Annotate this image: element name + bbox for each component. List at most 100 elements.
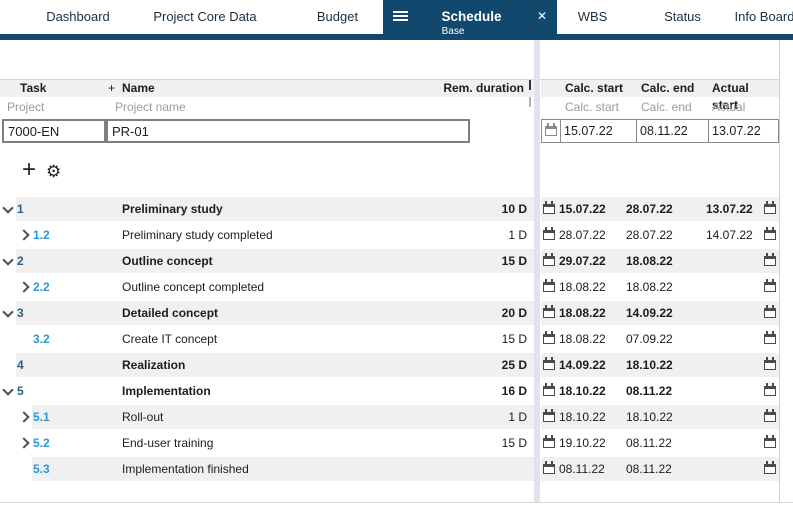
tab-status[interactable]: Status <box>664 9 701 24</box>
calendar-button[interactable] <box>764 305 779 318</box>
chevron-right-icon[interactable] <box>18 281 30 293</box>
column-header-name[interactable]: Name <box>122 81 155 95</box>
task-row-dates[interactable]: 14.09.22 18.10.22 <box>541 352 779 378</box>
task-row-dates[interactable]: 18.08.22 07.09.22 <box>541 326 779 352</box>
task-row[interactable]: 3 Detailed concept 20 D <box>0 300 534 326</box>
calendar-button[interactable] <box>541 461 557 474</box>
tab-budget[interactable]: Budget <box>316 9 359 24</box>
calendar-icon <box>764 357 776 370</box>
task-row[interactable]: 5.2 End-user training 15 D <box>0 430 534 456</box>
calendar-button[interactable] <box>764 253 779 266</box>
task-number: 5.1 <box>33 410 50 424</box>
task-row-dates[interactable]: 18.10.22 08.11.22 <box>541 378 779 404</box>
tab-info-board[interactable]: Info Board <box>734 9 793 24</box>
chevron-down-icon[interactable] <box>2 306 14 318</box>
task-row-dates[interactable]: 15.07.22 28.07.22 13.07.22 <box>541 196 779 222</box>
calendar-icon <box>543 279 555 292</box>
task-name: Preliminary study completed <box>122 228 273 242</box>
task-row[interactable]: 4 Realization 25 D <box>0 352 534 378</box>
tab-schedule-active[interactable]: Schedule ✕ Base <box>383 0 557 40</box>
task-row-dates[interactable]: 18.10.22 18.10.22 <box>541 404 779 430</box>
tab-project-core-data[interactable]: Project Core Data <box>153 9 257 24</box>
task-row-dates[interactable]: 08.11.22 08.11.22 <box>541 456 779 482</box>
task-row-main: 3.2 Create IT concept 15 D <box>32 327 534 351</box>
task-row[interactable]: 5.1 Roll-out 1 D <box>0 404 534 430</box>
calc-end-date: 28.07.22 <box>626 202 673 216</box>
column-header-calc-end[interactable]: Calc. end <box>641 81 695 95</box>
calendar-button[interactable] <box>764 383 779 396</box>
calendar-button[interactable] <box>541 409 557 422</box>
calendar-button[interactable] <box>764 331 779 344</box>
task-row[interactable]: 2 Outline concept 15 D <box>0 248 534 274</box>
calendar-button[interactable] <box>764 409 779 422</box>
calendar-button[interactable] <box>541 253 557 266</box>
calendar-button[interactable] <box>764 279 779 292</box>
row-expander-zone <box>0 456 32 482</box>
calc-start-input[interactable] <box>561 120 637 142</box>
calendar-button[interactable] <box>764 461 779 474</box>
task-row-dates[interactable]: 29.07.22 18.08.22 <box>541 248 779 274</box>
task-name: Create IT concept <box>122 332 218 346</box>
task-row[interactable]: 1 Preliminary study 10 D <box>0 196 534 222</box>
calendar-button[interactable] <box>764 435 779 448</box>
task-number: 4 <box>17 358 24 372</box>
task-row-dates[interactable]: 28.07.22 28.07.22 14.07.22 <box>541 222 779 248</box>
column-header-actual-start[interactable]: Actual start <box>712 81 749 112</box>
calendar-button[interactable] <box>541 227 557 240</box>
row-expander-zone <box>0 378 16 404</box>
calendar-button[interactable] <box>764 227 779 240</box>
add-task-button[interactable]: + <box>22 156 37 183</box>
calendar-button[interactable] <box>541 383 557 396</box>
close-icon[interactable]: ✕ <box>536 9 547 23</box>
task-row-dates[interactable]: 18.08.22 14.09.22 <box>541 300 779 326</box>
calendar-button[interactable] <box>542 120 561 142</box>
pane-splitter[interactable] <box>534 40 540 502</box>
task-row[interactable]: 3.2 Create IT concept 15 D <box>0 326 534 352</box>
column-header-rem-duration[interactable]: Rem. duration <box>443 81 524 95</box>
task-row[interactable]: 2.2 Outline concept completed <box>0 274 534 300</box>
tab-dashboard[interactable]: Dashboard <box>46 9 110 24</box>
chevron-down-icon[interactable] <box>2 384 14 396</box>
chevron-down-icon[interactable] <box>2 254 14 266</box>
chevron-right-icon[interactable] <box>18 437 30 449</box>
calendar-button[interactable] <box>541 331 557 344</box>
calendar-button[interactable] <box>541 357 557 370</box>
column-header-calc-start[interactable]: Calc. start <box>565 81 624 95</box>
calc-start-date: 18.10.22 <box>559 410 606 424</box>
tab-wbs[interactable]: WBS <box>577 9 608 24</box>
actual-start-input[interactable] <box>709 120 778 142</box>
task-row-dates[interactable]: 18.08.22 18.08.22 <box>541 274 779 300</box>
calc-end-date: 28.07.22 <box>626 228 673 242</box>
chevron-down-icon[interactable] <box>2 202 14 214</box>
calendar-button[interactable] <box>541 305 557 318</box>
calendar-button[interactable] <box>541 435 557 448</box>
hamburger-menu-icon[interactable] <box>393 11 408 13</box>
chevron-right-icon[interactable] <box>18 229 30 241</box>
project-name-input[interactable] <box>106 119 470 143</box>
calendar-column-spacer <box>541 80 557 97</box>
calendar-button[interactable] <box>764 357 779 370</box>
add-column-icon[interactable]: + <box>108 81 116 95</box>
task-row[interactable]: 1.2 Preliminary study completed 1 D <box>0 222 534 248</box>
task-number: 2 <box>17 254 24 268</box>
column-header-task[interactable]: Task <box>20 81 47 95</box>
actual-start-date: 14.07.22 <box>706 228 753 242</box>
task-name: Detailed concept <box>122 306 219 320</box>
calendar-button[interactable] <box>541 279 557 292</box>
settings-gear-icon[interactable]: ⚙ <box>46 162 62 182</box>
chevron-right-icon[interactable] <box>18 411 30 423</box>
task-row-main: 5.1 Roll-out 1 D <box>32 405 534 429</box>
calendar-icon <box>545 123 557 136</box>
calendar-icon <box>543 201 555 214</box>
project-id-input[interactable] <box>2 119 106 143</box>
calendar-button[interactable] <box>541 201 557 214</box>
tab-schedule-label: Schedule <box>441 8 502 24</box>
task-row[interactable]: 5 Implementation 16 D <box>0 378 534 404</box>
task-row-dates-main: 15.07.22 28.07.22 13.07.22 <box>541 197 779 221</box>
task-row-dates-main: 29.07.22 18.08.22 <box>541 249 779 273</box>
calendar-button[interactable] <box>764 201 779 214</box>
calc-end-input[interactable] <box>637 120 709 142</box>
task-row-dates[interactable]: 19.10.22 08.11.22 <box>541 430 779 456</box>
task-row[interactable]: 5.3 Implementation finished <box>0 456 534 482</box>
task-table-right-pane: 15.07.22 28.07.22 13.07.22 28.07.22 28.07.22… <box>541 196 779 482</box>
